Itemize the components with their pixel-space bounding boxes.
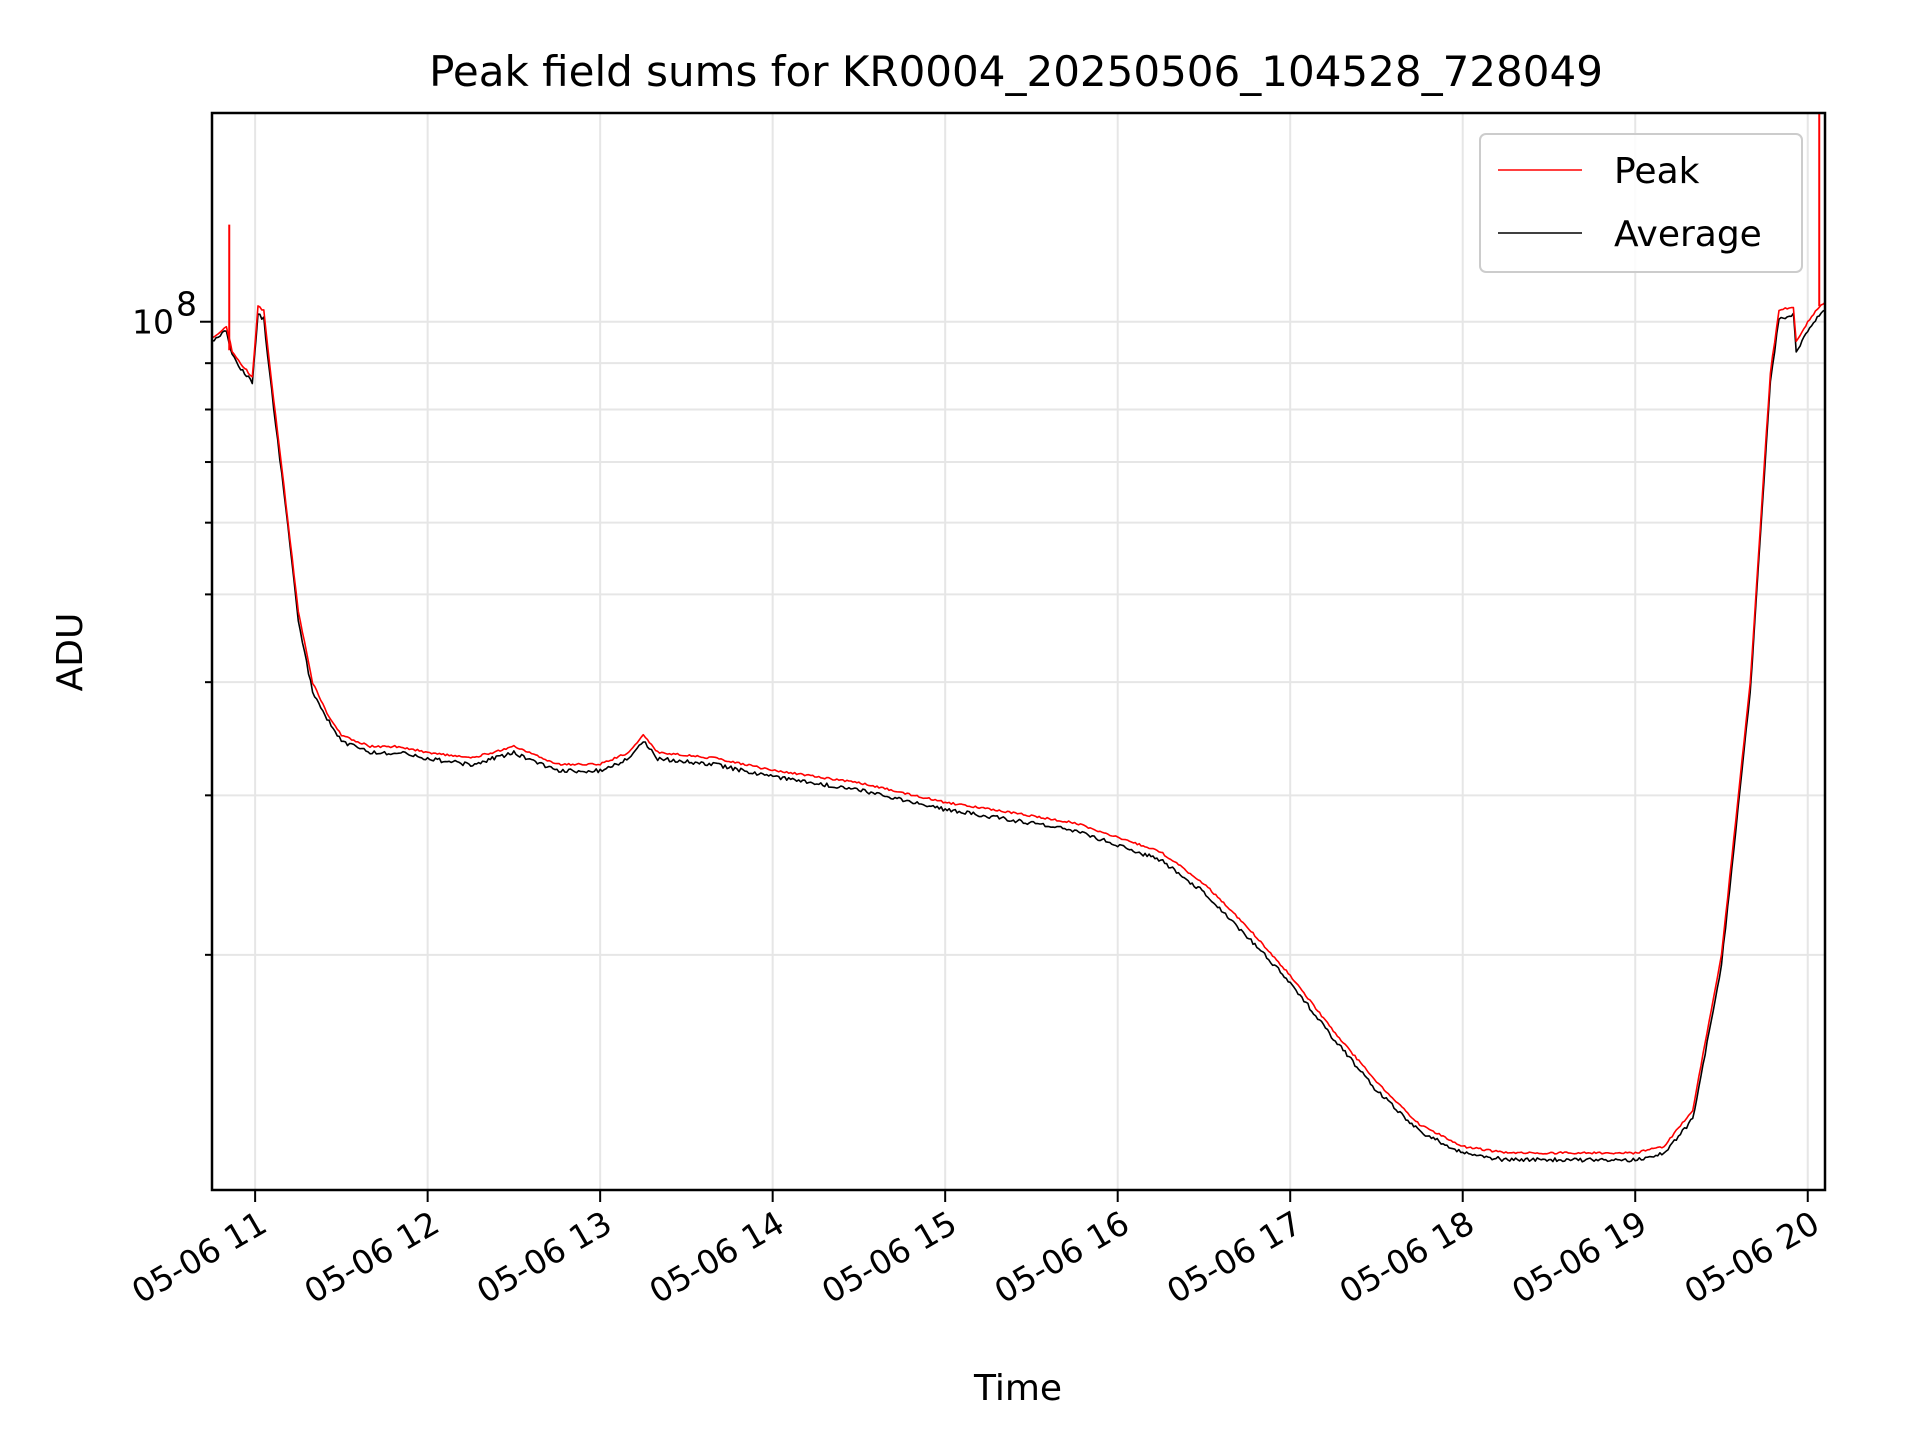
y-tick-label: 10 (132, 303, 174, 342)
legend: Peak Average (1479, 133, 1803, 273)
series-line-average (212, 309, 1825, 1163)
x-axis-label: Time (973, 1368, 1062, 1409)
y-axis-label: ADU (50, 613, 91, 692)
legend-label-peak: Peak (1614, 151, 1700, 192)
series-line-peak (212, 301, 1825, 1155)
legend-label-average: Average (1614, 214, 1762, 255)
y-tick-exponent: 8 (176, 285, 197, 324)
plot-frame (210, 111, 1827, 1192)
grid (212, 113, 1825, 1190)
legend-box (1479, 133, 1803, 273)
chart-title: Peak field sums for KR0004_20250506_1045… (429, 47, 1603, 96)
y-axis: 10 8 (132, 285, 212, 956)
series-layer (212, 113, 1825, 1163)
